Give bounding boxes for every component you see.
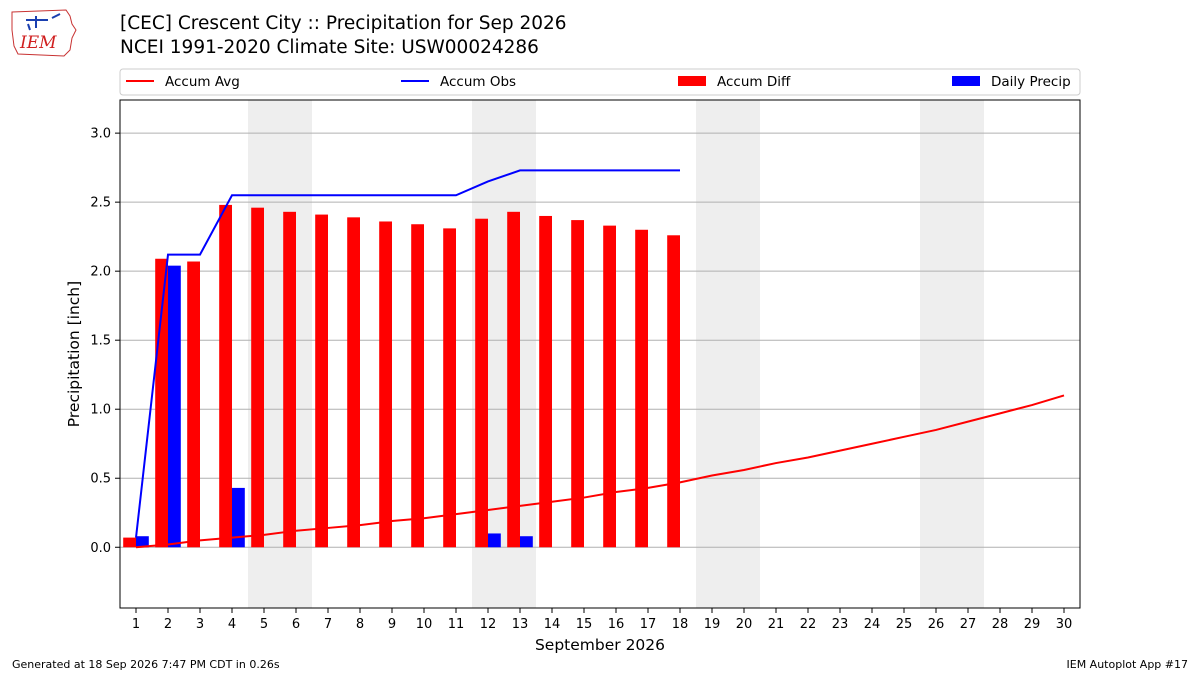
legend-accum-diff-label: Accum Diff [717, 74, 791, 90]
bar-accum-diff-day-4 [219, 204, 232, 548]
xtick-label-23: 23 [832, 617, 849, 632]
xtick-label-24: 24 [864, 617, 881, 632]
bar-daily-precip-day-1 [136, 536, 149, 548]
weekend-band-2 [696, 100, 760, 608]
iowa-outline-icon [11, 9, 77, 57]
xtick-label-17: 17 [640, 617, 657, 632]
title-line-2: NCEI 1991-2020 Climate Site: USW00024286 [120, 37, 539, 58]
ytick-label-6: 3.0 [90, 127, 111, 142]
xtick-label-13: 13 [512, 617, 529, 632]
xtick-label-2: 2 [164, 617, 172, 632]
xtick-label-12: 12 [480, 617, 497, 632]
xtick-label-25: 25 [896, 617, 913, 632]
bar-accum-diff-day-16 [603, 225, 616, 548]
logo-text: IEM [19, 33, 57, 53]
app-credit: IEM Autoplot App #17 [1066, 658, 1189, 671]
xtick-label-27: 27 [960, 617, 977, 632]
legend-box [119, 68, 1081, 96]
xtick-label-7: 7 [324, 617, 332, 632]
xtick-label-8: 8 [356, 617, 364, 632]
bar-accum-diff-day-7 [315, 214, 328, 548]
x-axis-label: September 2026 [535, 636, 665, 654]
bar-daily-precip-day-2 [168, 265, 181, 548]
xtick-label-22: 22 [800, 617, 817, 632]
xtick-label-5: 5 [260, 617, 268, 632]
legend-accum-diff-swatch [678, 76, 706, 86]
bar-daily-precip-day-4 [232, 487, 245, 548]
ytick-label-0: 0.0 [90, 541, 111, 556]
bar-accum-diff-day-17 [635, 229, 648, 548]
bar-accum-diff-day-12 [475, 218, 488, 548]
ytick-label-3: 1.5 [90, 334, 111, 349]
bar-accum-diff-day-18 [667, 235, 680, 548]
xtick-label-19: 19 [704, 617, 721, 632]
bar-daily-precip-day-12 [488, 533, 501, 548]
ytick-label-2: 1.0 [90, 403, 111, 418]
xtick-label-14: 14 [544, 617, 561, 632]
xtick-label-1: 1 [132, 617, 140, 632]
weather-symbol-icon [26, 13, 61, 31]
legend-accum-avg-label: Accum Avg [165, 74, 240, 90]
xtick-label-30: 30 [1056, 617, 1073, 632]
xtick-label-20: 20 [736, 617, 753, 632]
xtick-label-11: 11 [448, 617, 465, 632]
bar-accum-diff-day-5 [251, 207, 264, 548]
bar-accum-diff-day-14 [539, 215, 552, 548]
bar-accum-diff-day-15 [571, 220, 584, 548]
ytick-label-4: 2.0 [90, 265, 111, 280]
bar-accum-diff-day-13 [507, 211, 520, 548]
xtick-label-9: 9 [388, 617, 396, 632]
bar-accum-diff-day-1 [123, 537, 136, 548]
xtick-label-15: 15 [576, 617, 593, 632]
ytick-label-5: 2.5 [90, 196, 111, 211]
bar-accum-diff-day-3 [187, 261, 200, 548]
xtick-label-26: 26 [928, 617, 945, 632]
bar-accum-diff-day-10 [411, 224, 424, 548]
y-axis-label: Precipitation [inch] [65, 281, 83, 427]
line-accum-avg [135, 394, 1065, 549]
xtick-label-21: 21 [768, 617, 785, 632]
iem-logo: IEM [11, 9, 77, 57]
ytick-label-1: 0.5 [90, 472, 111, 487]
xtick-label-28: 28 [992, 617, 1009, 632]
xtick-label-18: 18 [672, 617, 689, 632]
bar-accum-diff-day-11 [443, 228, 456, 548]
xtick-label-16: 16 [608, 617, 625, 632]
xtick-label-4: 4 [228, 617, 236, 632]
bar-accum-diff-day-8 [347, 217, 360, 548]
chart-title: [CEC] Crescent City :: Precipitation for… [120, 12, 567, 60]
xtick-label-10: 10 [416, 617, 433, 632]
bar-accum-diff-day-9 [379, 221, 392, 548]
legend-daily-precip-swatch [952, 76, 980, 86]
bar-accum-diff-day-2 [155, 258, 168, 548]
generated-timestamp: Generated at 18 Sep 2026 7:47 PM CDT in … [12, 658, 280, 671]
title-line-1: [CEC] Crescent City :: Precipitation for… [120, 13, 567, 34]
bar-accum-diff-day-6 [283, 211, 296, 548]
weekend-band-3 [920, 100, 984, 608]
legend-accum-obs-label: Accum Obs [440, 74, 516, 90]
plot-frame [119, 99, 1081, 609]
xtick-label-3: 3 [196, 617, 204, 632]
legend-daily-precip-label: Daily Precip [991, 74, 1071, 90]
xtick-label-29: 29 [1024, 617, 1041, 632]
line-accum-obs [135, 169, 680, 538]
bar-daily-precip-day-13 [520, 536, 533, 548]
xtick-label-6: 6 [292, 617, 300, 632]
